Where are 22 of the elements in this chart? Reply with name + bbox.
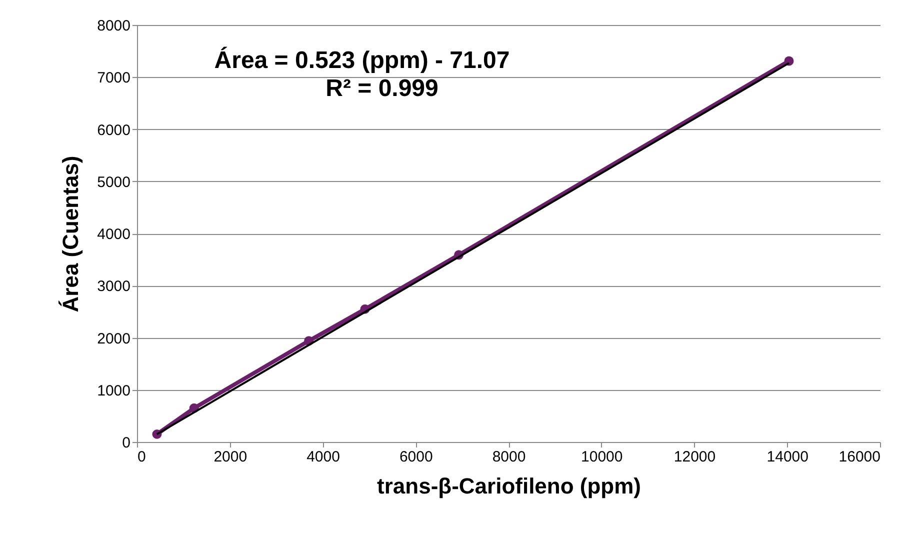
x-tick-label: 8000 (492, 448, 526, 466)
x-tick-label: 6000 (399, 448, 433, 466)
x-tick-label: 4000 (306, 448, 340, 466)
y-tick-label: 8000 (97, 18, 130, 34)
y-tick-label: 7000 (97, 70, 130, 87)
y-tick-label: 1000 (97, 382, 130, 400)
y-tick-label: 5000 (97, 174, 130, 191)
x-tick-label: 2000 (214, 448, 248, 466)
y-tick-label: 3000 (97, 278, 130, 296)
y-tick-label: 2000 (97, 330, 130, 348)
x-tick-label: 10000 (581, 448, 623, 466)
y-tick-label: 6000 (97, 122, 130, 139)
annotation: R² = 0.999 (326, 75, 438, 102)
x-tick-label: 12000 (674, 448, 716, 466)
y-axis-title: Área (Cuentas) (58, 156, 84, 312)
y-tick-label: 0 (122, 434, 130, 452)
x-tick-label: 16000 (838, 448, 880, 466)
x-tick-label: 14000 (766, 448, 808, 466)
y-tick-label: 4000 (97, 226, 130, 243)
x-axis-title: trans-β-Cariofileno (ppm) (377, 474, 641, 498)
x-tick-label: 0 (138, 448, 146, 466)
annotation: Área = 0.523 (ppm) - 71.07 (214, 46, 510, 74)
